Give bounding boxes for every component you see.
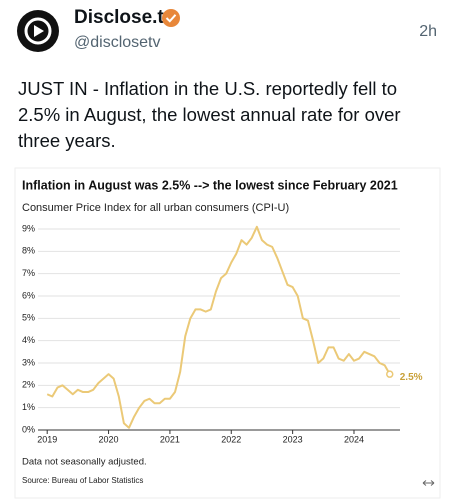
y-tick-label: 4%: [22, 335, 35, 345]
chart-source: Source: Bureau of Labor Statistics: [22, 476, 143, 485]
avatar[interactable]: [17, 10, 59, 52]
y-tick-label: 5%: [22, 313, 35, 323]
plot: 0% 1% 2% 3% 4% 5% 6% 7% 8% 9% 2019 2020 2021 2022 2023…: [22, 223, 423, 444]
x-tick-label: 2024: [344, 434, 364, 444]
x-tick-label: 2022: [221, 434, 241, 444]
y-tick-label: 9%: [22, 223, 35, 233]
y-tick-label: 0%: [22, 424, 35, 434]
timestamp[interactable]: 2h: [419, 23, 437, 40]
y-tick-label: 7%: [22, 268, 35, 278]
chart-image[interactable]: [14, 167, 441, 499]
tweet-text: JUST IN - Inflation in the U.S. reported…: [18, 78, 401, 151]
chart-subtitle: Consumer Price Index for all urban consu…: [22, 202, 289, 214]
verified-badge: [162, 9, 180, 27]
x-tick-label: 2020: [99, 434, 119, 444]
x-tick-label: 2019: [37, 434, 57, 444]
expand-icon[interactable]: [422, 480, 435, 486]
chart-note: Data not seasonally adjusted.: [22, 457, 147, 468]
annotation: 2.5%: [400, 372, 423, 383]
x-tick-label: 2021: [160, 434, 180, 444]
y-tick-label: 3%: [22, 357, 35, 367]
y-tick-label: 2%: [22, 380, 35, 390]
handle[interactable]: @disclosetv: [74, 34, 161, 51]
chart-title: Inflation in August was 2.5% --> the low…: [22, 178, 398, 192]
x-tick-label: 2023: [283, 434, 303, 444]
tweet-text-line: three years.: [18, 130, 116, 151]
end-marker: [386, 370, 394, 378]
y-tick-label: 6%: [22, 290, 35, 300]
tweet-text-line: 2.5% in August, the lowest annual rate f…: [18, 104, 401, 125]
tweet-text-line: JUST IN - Inflation in the U.S. reported…: [18, 78, 397, 99]
y-tick-label: 8%: [22, 246, 35, 256]
y-tick-label: 1%: [22, 402, 35, 412]
display-name[interactable]: Disclose.tv: [74, 7, 175, 28]
series-line: [46, 225, 391, 429]
